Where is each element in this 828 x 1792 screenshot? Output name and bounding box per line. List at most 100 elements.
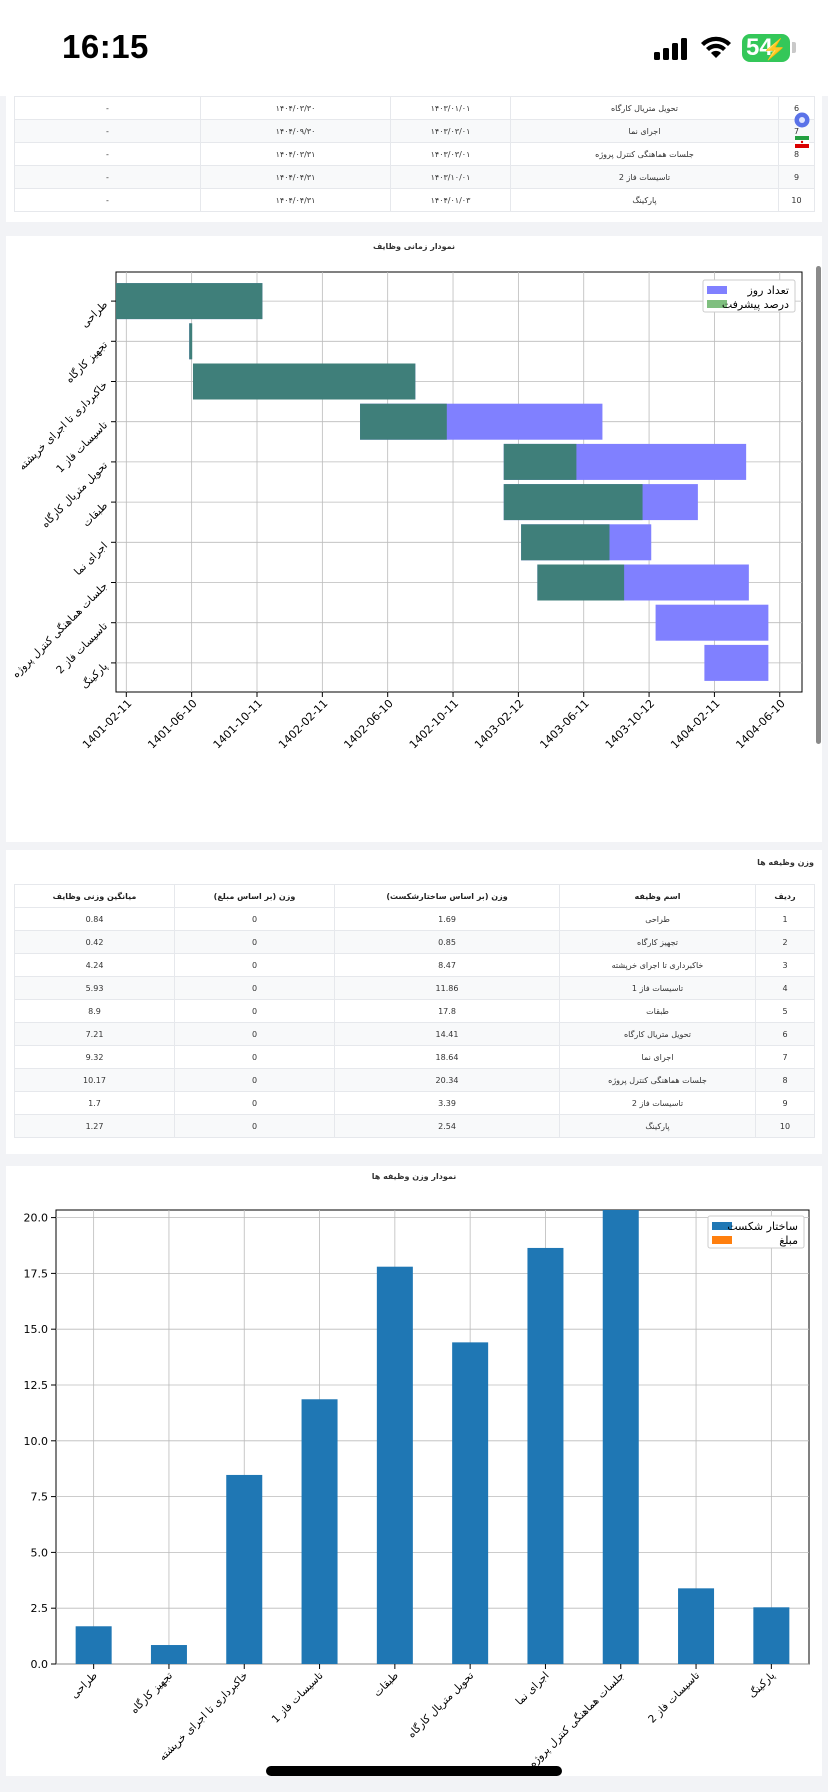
bar-x-tick-label: تحویل متریال کارگاه [405,1669,476,1740]
col-amount-header: وزن (بر اساس مبلغ) [174,884,335,908]
gantt-x-tick-label: 1401-10-11 [211,697,265,751]
bar-x-tick-label: طبقات [371,1670,401,1700]
cell-amount: 0 [174,1114,335,1138]
bar-y-tick-label: 2.5 [31,1602,49,1615]
cell-num: 6 [778,96,815,120]
col-num-header: ردیف [755,884,815,908]
cell-name: پارکینگ [510,188,779,212]
scrollbar-thumb[interactable] [816,266,821,744]
gantt-x-tick-label: 1403-02-12 [472,697,526,751]
gantt-bar-days [655,604,769,641]
bar-wbs [452,1342,489,1664]
gantt-x-tick-label: 1402-06-10 [341,697,395,751]
cell-avg: 7.21 [14,1022,175,1046]
gantt-bar-progress [193,363,416,400]
cell-num: 2 [755,930,815,954]
cell-num: 8 [755,1068,815,1092]
cell-wbs: 17.8 [334,999,560,1023]
cell-num: 1 [755,907,815,931]
cell-amount: 0 [174,930,335,954]
gantt-bar-progress [537,564,625,601]
table-row: -۱۴۰۴/۰۳/۳۰ ۱۴۰۳/۰۱/۰۱ تحویل متریال کارگاه… [14,96,815,120]
cellular-signal-icon [654,38,687,60]
cell-amount: 0 [174,976,335,1000]
cell-name: تجهیز کارگاه [559,930,756,954]
table-row: 0.42 0 0.85 تجهیز کارگاه 2 [14,930,815,954]
gantt-x-tick-label: 1402-10-11 [407,697,461,751]
bar-wbs [527,1247,564,1664]
cell-avg: 0.84 [14,907,175,931]
bar-y-tick-label: 10.0 [24,1435,49,1448]
cell-avg: 10.17 [14,1068,175,1092]
charging-bolt-icon: ⚡ [762,39,787,61]
weight-bar-chart: 0.0 2.5 5.0 7.5 10.0 12.5 15.0 17.5 20.0 طراحی تجه… [24,1209,810,1770]
cell-num: 9 [755,1091,815,1115]
cell-name: اجرای نما [559,1045,756,1069]
legend-swatch-amount [712,1236,732,1244]
cell-name: تحویل متریال کارگاه [559,1022,756,1046]
gantt-bar-progress [521,524,610,561]
gantt-x-tick-label: 1402-02-11 [276,697,330,751]
cell-amount: 0 [174,999,335,1023]
cell-name: پارکینگ [559,1114,756,1138]
cell-avg: 4.24 [14,953,175,977]
gantt-y-tick-label: طراحی [79,299,110,330]
gantt-x-tick-label: 1403-10-12 [603,697,657,751]
cell-wbs: 20.34 [334,1068,560,1092]
battery-tip [792,42,796,53]
cell-wbs: 3.39 [334,1091,560,1115]
cell-extra: - [14,96,201,120]
cell-num: 7 [755,1045,815,1069]
cell-extra: - [14,188,201,212]
bar-y-tick-label: 7.5 [31,1491,49,1504]
cell-start: ۱۴۰۴/۰۱/۰۳ [390,188,511,212]
bar-y-tick-label: 0.0 [31,1658,49,1671]
gantt-bar-progress [360,403,447,440]
bar-x-tick-label: تجهیز کارگاه [128,1669,175,1716]
bar-y-tick-label: 5.0 [31,1546,49,1559]
home-indicator[interactable] [266,1766,562,1776]
bar-wbs [678,1588,715,1664]
cell-num: 6 [755,1022,815,1046]
cell-name: تاسیسات فاز 2 [559,1091,756,1115]
bar-y-tick-label: 15.0 [24,1323,49,1336]
weights-table: میانگین وزنی وظایف وزن (بر اساس مبلغ) وز… [14,884,815,1138]
table-row: 1.27 0 2.54 پارکینگ 10 [14,1114,815,1138]
table-row: 10.17 0 20.34 جلسات هماهنگی کنترل پروژه 8 [14,1068,815,1092]
task-dates-table: -۱۴۰۴/۰۳/۳۰ ۱۴۰۳/۰۱/۰۱ تحویل متریال کارگاه… [14,96,815,212]
gantt-bar-progress [503,443,577,480]
col-name-header: اسم وظیفه [559,884,756,908]
bar-wbs [602,1210,639,1664]
floating-chat-icon[interactable] [794,112,810,128]
legend-label-amount: مبلغ [779,1234,798,1247]
gantt-title: نمودار زمانی وظایف [372,242,456,251]
cell-end: ۱۴۰۴/۰۹/۳۰ [200,119,391,143]
cell-avg: 8.9 [14,999,175,1023]
cell-amount: 0 [174,1091,335,1115]
gantt-y-tick-label: طبقات [80,500,110,530]
bar-y-tick-label: 12.5 [24,1379,49,1392]
gantt-card: نمودار زمانی وظایف 1401-02-11 1401-06-10 1… [6,236,822,842]
cell-start: ۱۴۰۳/۰۱/۰۱ [390,96,511,120]
bar-wbs [753,1607,790,1664]
cell-num: 9 [778,165,815,189]
cell-name: طبقات [559,999,756,1023]
cell-amount: 0 [174,1022,335,1046]
cell-wbs: 18.64 [334,1045,560,1069]
bar-wbs [75,1626,112,1664]
bar-y-tick-label: 20.0 [24,1212,49,1225]
bar-wbs [226,1474,263,1664]
weights-title: وزن وظیفه ها [757,858,814,867]
iran-flag-icon[interactable] [795,136,809,148]
cell-extra: - [14,119,201,143]
cell-wbs: 8.47 [334,953,560,977]
gantt-y-tick-label: پارکینگ [78,660,110,692]
status-time: 16:15 [62,28,149,65]
bar-x-tick-label: تاسیسات فاز 2 [646,1670,702,1726]
cell-end: ۱۴۰۴/۰۴/۳۱ [200,188,391,212]
cell-start: ۱۴۰۳/۱۰/۰۱ [390,165,511,189]
cell-num: 4 [755,976,815,1000]
